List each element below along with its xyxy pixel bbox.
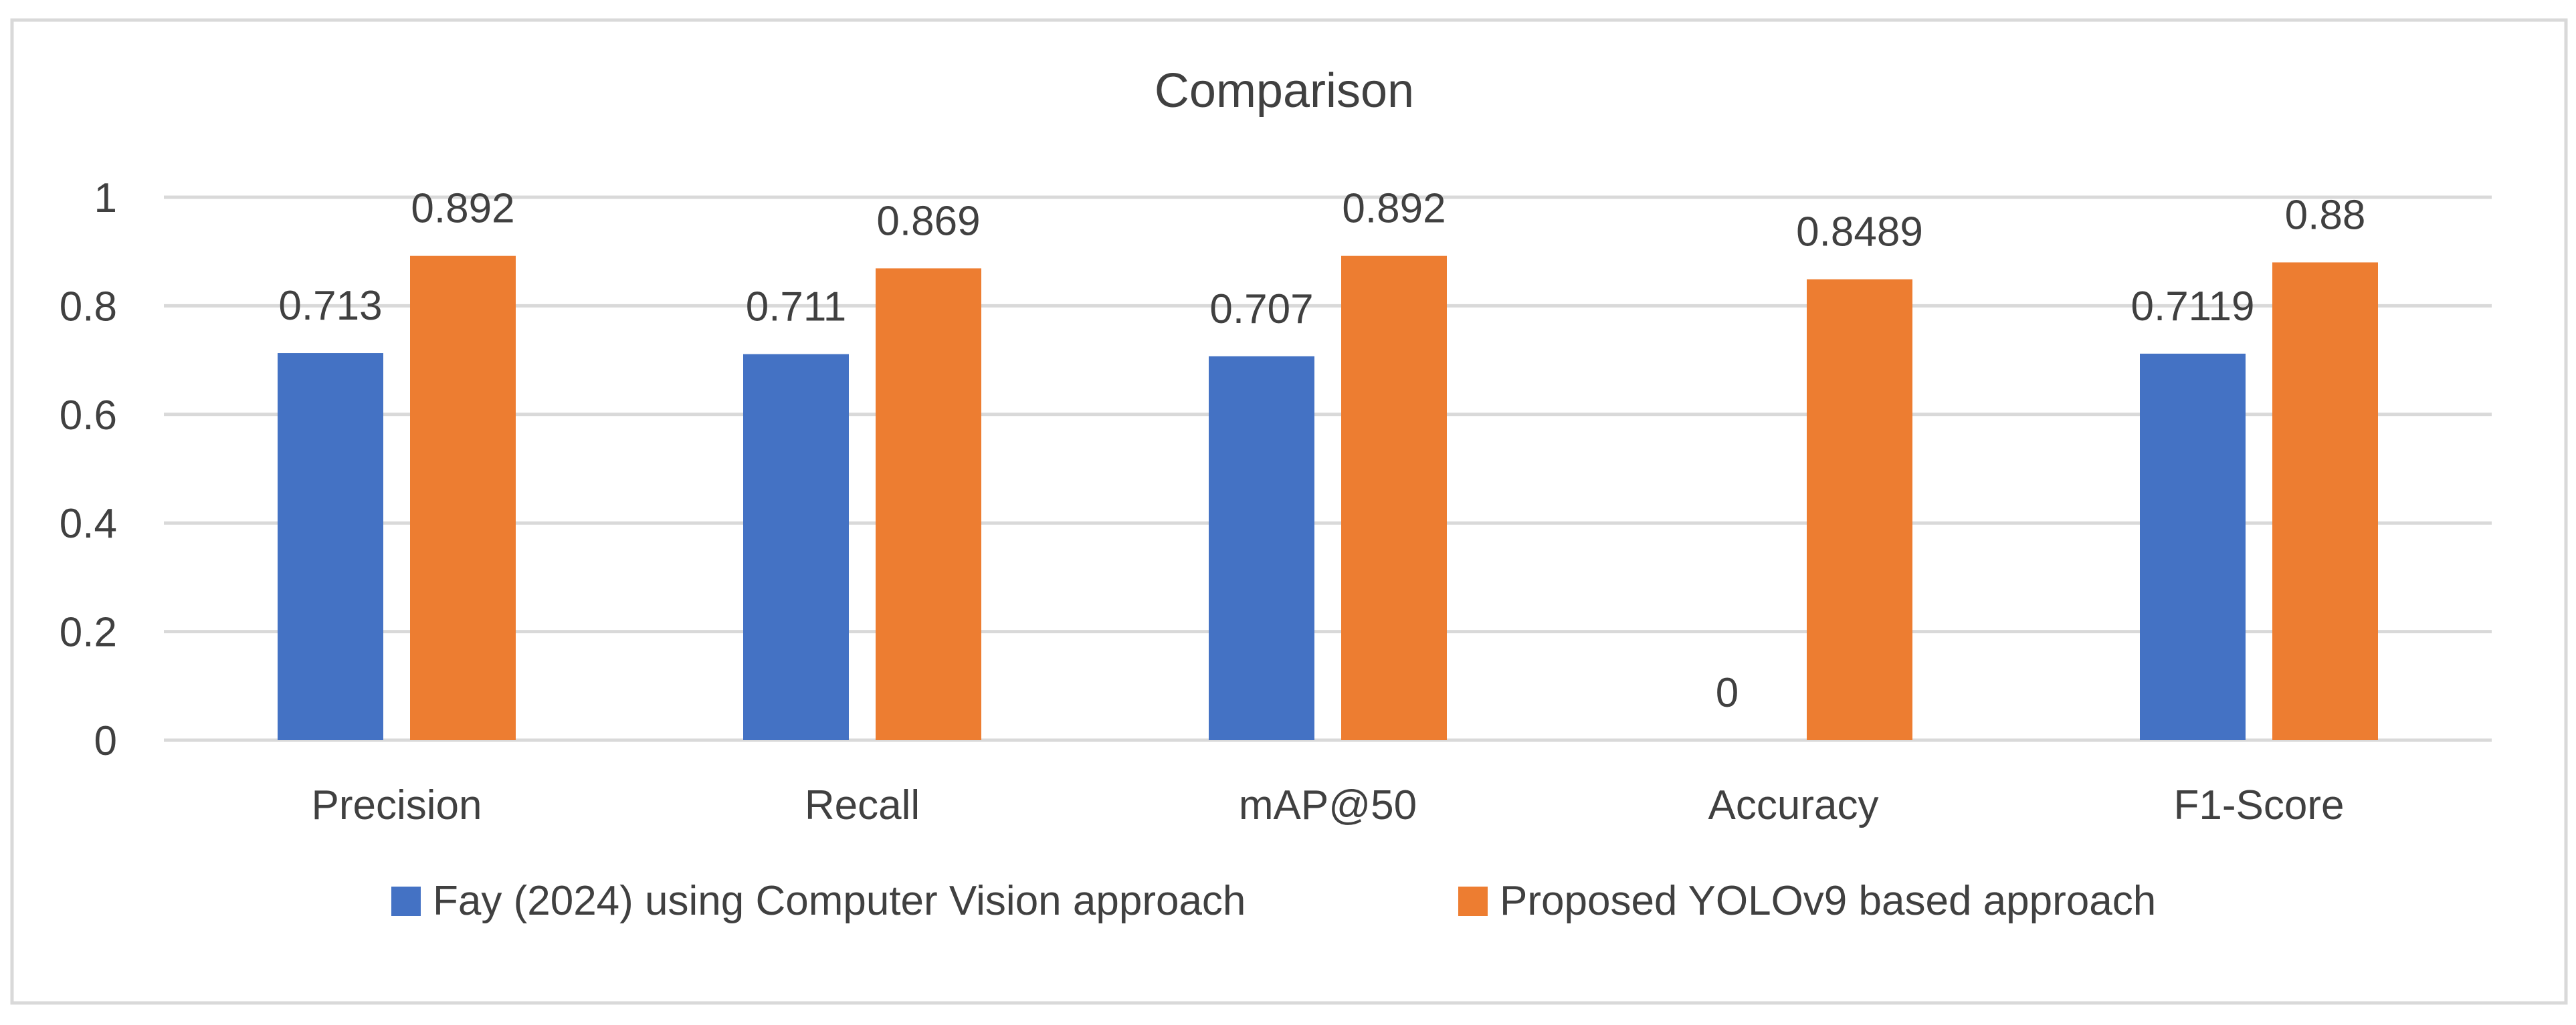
legend-swatch	[391, 887, 421, 916]
bar	[2272, 262, 2378, 740]
bar	[1209, 356, 1314, 740]
y-tick-label: 0	[94, 718, 117, 764]
bar	[2140, 353, 2246, 740]
data-label: 0.8489	[1796, 209, 1923, 255]
legend: Fay (2024) using Computer Vision approac…	[391, 878, 2156, 924]
x-tick-label: mAP@50	[1239, 782, 1417, 828]
y-tick-label: 0.8	[60, 283, 117, 330]
legend-label: Proposed YOLOv9 based approach	[1500, 878, 2156, 924]
data-label: 0.88	[2285, 192, 2366, 238]
data-label: 0.869	[876, 198, 980, 244]
y-tick-label: 0.2	[60, 610, 117, 656]
gridlines	[164, 195, 2492, 742]
data-label: 0.713	[278, 283, 382, 329]
x-tick-label: Precision	[312, 782, 482, 828]
y-axis-ticks: 0 0.2 0.4 0.6 0.8 1	[60, 175, 117, 764]
x-tick-label: Accuracy	[1708, 782, 1879, 828]
x-tick-label: Recall	[805, 782, 920, 828]
data-label: 0	[1716, 670, 1739, 716]
chart-title: Comparison	[1155, 64, 1414, 118]
x-axis-ticks: Precision Recall mAP@50 Accuracy F1-Score	[312, 782, 2345, 828]
data-label: 0.7119	[2131, 283, 2254, 330]
y-tick-label: 1	[94, 175, 117, 221]
data-labels: 0.713 0.892 0.711 0.869 0.707 0.892 0 0.8489 0.7…	[278, 186, 2365, 716]
bar	[743, 354, 849, 740]
data-label: 0.892	[411, 186, 514, 232]
bar	[1341, 255, 1447, 740]
bar	[1807, 279, 1912, 740]
legend-label: Fay (2024) using Computer Vision approac…	[433, 878, 1246, 924]
legend-swatch	[1458, 887, 1488, 916]
data-label: 0.892	[1342, 186, 1446, 232]
data-label: 0.711	[746, 284, 847, 330]
bar	[410, 255, 516, 740]
y-tick-label: 0.6	[60, 392, 117, 439]
bar	[876, 268, 981, 740]
y-tick-label: 0.4	[60, 501, 117, 547]
bars	[278, 255, 2378, 740]
bar	[278, 353, 383, 740]
data-label: 0.707	[1209, 286, 1313, 332]
x-tick-label: F1-Score	[2174, 782, 2345, 828]
